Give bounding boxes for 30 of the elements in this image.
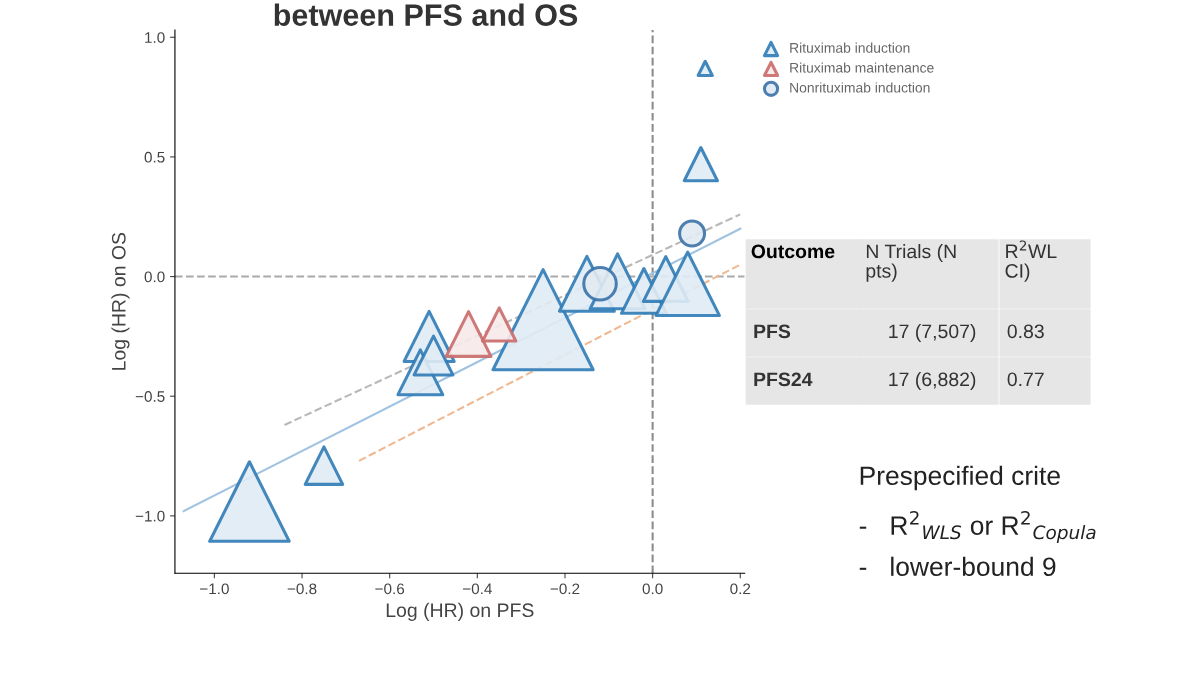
y-tick-label: 0.5 — [144, 151, 165, 163]
text: 0.83 — [1007, 324, 1044, 339]
text: 17 (7,507) — [889, 323, 976, 343]
legend-label: Rituximab maintenance — [790, 62, 934, 73]
text: 17 (6,882) — [889, 371, 976, 391]
y-tick-label: 1.0 — [145, 32, 165, 43]
x-tick-label: −0.8 — [287, 583, 317, 595]
text: - lower-bound 9 — [859, 556, 1056, 577]
text: N Trials (N pts) — [866, 244, 956, 282]
y-tick-label: 0.0 — [144, 271, 165, 283]
y-tick-label: −0.5 — [135, 391, 165, 402]
x-tick-label: −0.6 — [375, 583, 405, 595]
text: PFS — [754, 324, 791, 339]
legend-label: Nonrituximab induction — [790, 82, 930, 93]
text: Outcome — [751, 244, 835, 259]
text: Prespecified crite — [860, 465, 1060, 491]
text: 0.77 — [1007, 372, 1044, 387]
text: - R$^{2}$$_{WLS}$ or R$^{2}$$_{Copula}$ — [859, 510, 1096, 543]
text: R$^{2}$WL CI) — [1005, 240, 1057, 282]
x-axis-title: Log (HR) on PFS — [386, 602, 534, 621]
x-tick-label: 0.0 — [642, 583, 663, 595]
x-tick-label: −0.2 — [550, 583, 580, 595]
x-tick-label: −1.0 — [200, 583, 229, 595]
text: PFS24 — [754, 372, 813, 387]
x-tick-label: 0.2 — [730, 583, 751, 595]
chart-title: between PFS and OS — [274, 3, 578, 26]
x-tick-label: −0.4 — [463, 583, 492, 595]
y-tick-label: −1.0 — [135, 510, 165, 522]
y-axis-title: Log (HR) on OS — [111, 232, 130, 370]
legend-label: Rituximab induction — [790, 42, 910, 53]
